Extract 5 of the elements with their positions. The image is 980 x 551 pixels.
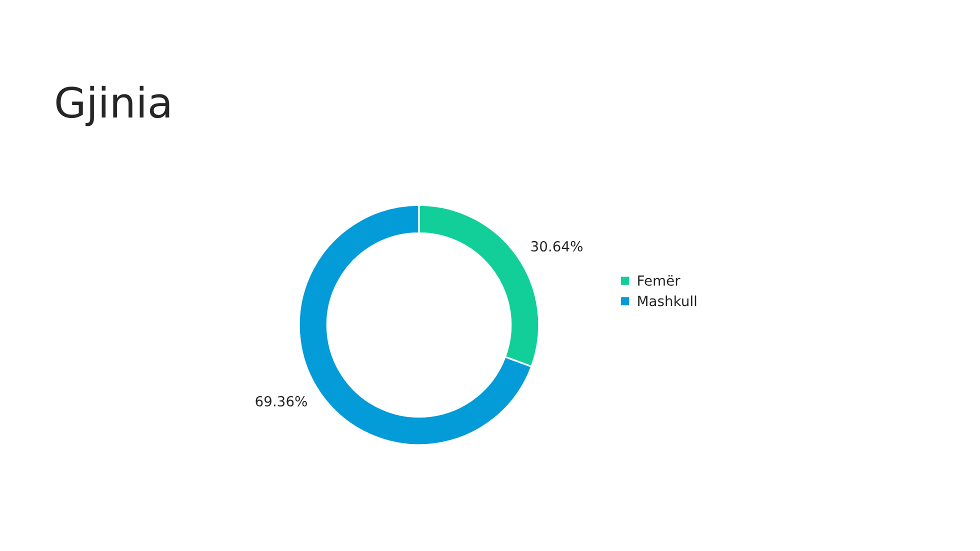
data-label: 30.64% [531,241,582,252]
data-label: 69.36% [256,396,307,407]
legend-label: Mashkull [638,296,696,306]
legend-label: Femër [638,275,680,286]
chart-title: Gjinia [56,86,170,126]
